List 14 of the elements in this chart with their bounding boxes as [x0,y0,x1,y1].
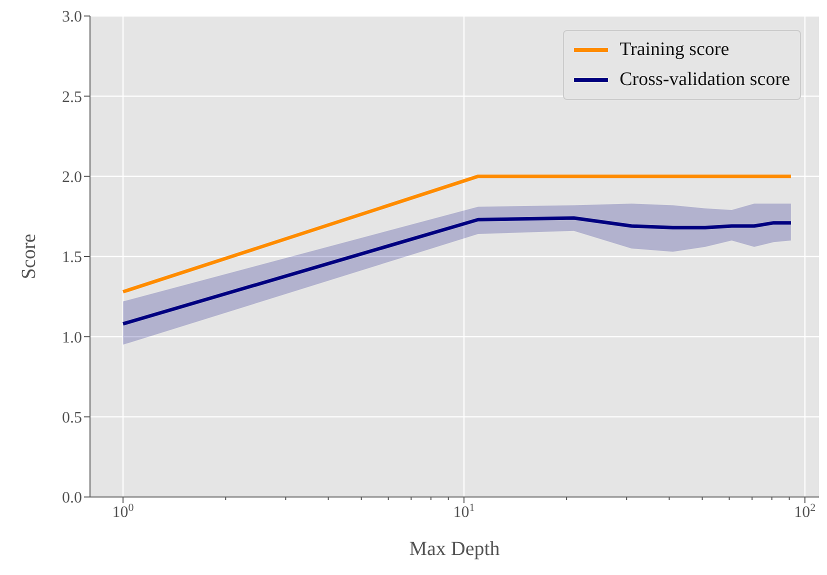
x-tick-label: 10$^{1}$ [453,502,475,521]
y-tick-label: 1.0 [62,329,82,346]
legend-label: Cross-validation score [620,68,790,92]
x-axis-title: Max Depth [409,538,500,560]
y-tick-label: 2.0 [62,169,82,186]
y-tick-label: 2.5 [62,88,82,106]
y-tick-label: 1.5 [62,249,82,266]
x-tick-label: 10$^{2}$ [794,502,816,521]
y-tick-label: 3.0 [62,8,82,26]
x-tick-label: 10$^{0}$ [112,502,134,521]
y-tick-label: 0.5 [62,410,82,427]
y-tick-label: 0.0 [62,490,82,507]
legend-label: Training score [620,38,730,62]
y-axis-title: Score [18,234,40,280]
